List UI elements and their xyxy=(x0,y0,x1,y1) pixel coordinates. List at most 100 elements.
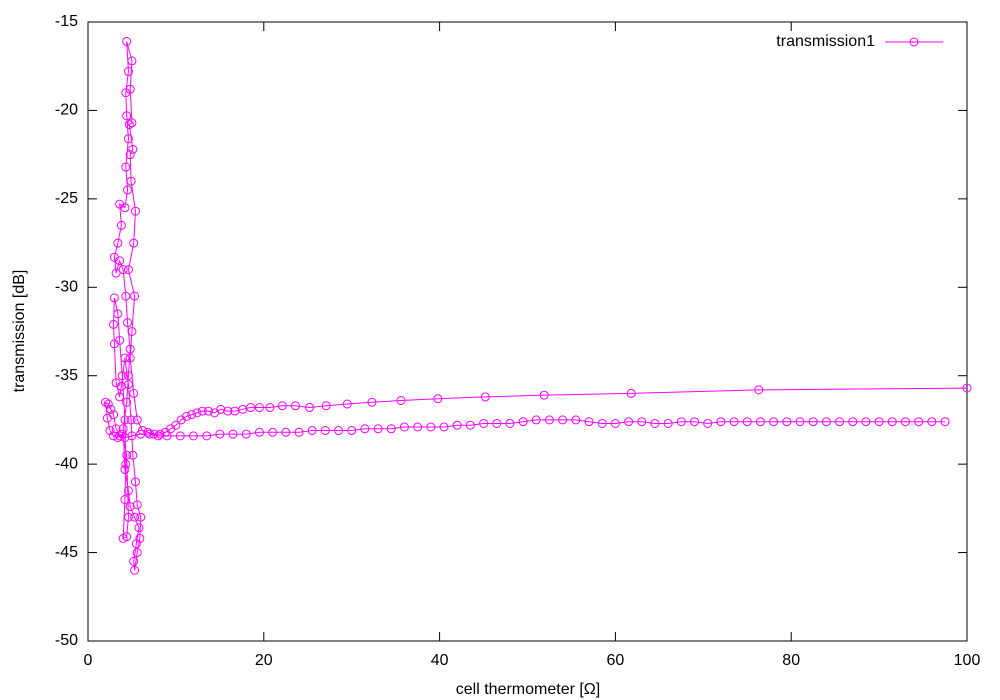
x-tick-label: 20 xyxy=(255,652,273,669)
data-point xyxy=(690,417,700,427)
data-point xyxy=(268,427,278,437)
x-tick-label: 40 xyxy=(431,652,449,669)
data-point xyxy=(676,417,686,427)
data-point xyxy=(130,291,140,301)
data-point xyxy=(125,502,135,512)
data-point xyxy=(188,431,198,441)
data-point xyxy=(176,415,186,425)
data-point xyxy=(663,418,673,428)
data-point xyxy=(129,388,139,398)
data-point xyxy=(125,150,135,160)
data-point xyxy=(465,420,475,430)
x-axis-label: cell thermometer [Ω] xyxy=(456,681,600,698)
data-point xyxy=(129,238,139,248)
data-point xyxy=(134,523,144,533)
data-point xyxy=(386,424,396,434)
data-point xyxy=(113,309,123,319)
data-point xyxy=(396,395,406,405)
data-point xyxy=(531,415,541,425)
data-point xyxy=(130,477,140,487)
data-point xyxy=(962,383,972,393)
data-point xyxy=(624,417,634,427)
data-point xyxy=(755,417,765,427)
data-point xyxy=(115,335,125,345)
data-point xyxy=(367,397,377,407)
data-point xyxy=(126,176,136,186)
y-tick-label: -45 xyxy=(55,544,78,561)
data-point xyxy=(413,422,423,432)
data-point xyxy=(610,418,620,428)
data-point xyxy=(127,118,137,128)
legend-label: transmission1 xyxy=(776,33,875,50)
legend-marker xyxy=(909,37,919,47)
data-point xyxy=(742,417,752,427)
data-point xyxy=(108,410,118,420)
data-point xyxy=(127,327,137,336)
data-point xyxy=(452,420,462,430)
data-point xyxy=(900,417,910,427)
data-point xyxy=(120,353,130,363)
x-tick-label: 0 xyxy=(84,652,93,669)
data-point xyxy=(480,392,490,402)
data-point xyxy=(111,378,121,388)
data-point xyxy=(115,392,125,402)
data-point xyxy=(122,450,132,460)
data-point xyxy=(342,399,352,409)
data-point xyxy=(115,199,125,209)
data-point xyxy=(307,426,317,436)
data-point xyxy=(113,238,123,248)
data-point xyxy=(111,424,121,434)
data-point xyxy=(123,185,133,195)
data-point xyxy=(145,429,155,439)
data-point xyxy=(122,397,132,407)
plot-frame xyxy=(87,21,968,642)
y-tick-label: -30 xyxy=(55,279,78,296)
data-point xyxy=(128,144,138,154)
data-point xyxy=(703,418,713,428)
data-point xyxy=(136,512,146,522)
data-point xyxy=(132,500,142,510)
data-point xyxy=(187,410,197,420)
data-point xyxy=(203,406,213,416)
data-point xyxy=(294,427,304,437)
data-point xyxy=(135,533,145,543)
data-point xyxy=(584,417,594,427)
data-point xyxy=(155,429,165,439)
data-point xyxy=(122,532,132,542)
x-tick-label: 80 xyxy=(782,652,800,669)
data-point xyxy=(132,415,142,425)
data-point xyxy=(123,318,133,328)
data-point xyxy=(197,406,207,416)
data-point xyxy=(914,417,924,427)
data-point xyxy=(153,431,163,441)
data-point xyxy=(123,512,133,522)
y-tick-label: -15 xyxy=(55,13,78,30)
data-point xyxy=(101,397,111,407)
data-point xyxy=(940,417,950,427)
data-point xyxy=(115,256,125,266)
y-tick-label: -40 xyxy=(55,455,78,472)
data-point xyxy=(111,268,121,278)
y-tick-label: -20 xyxy=(55,102,78,119)
x-tick-label: 60 xyxy=(607,652,625,669)
data-point xyxy=(821,417,831,427)
data-point xyxy=(105,426,115,436)
data-point xyxy=(230,406,240,416)
data-point xyxy=(305,403,315,413)
data-point xyxy=(433,394,443,404)
data-point xyxy=(117,371,127,381)
data-point xyxy=(127,56,137,66)
data-line xyxy=(104,41,968,571)
data-point xyxy=(136,429,146,439)
data-point xyxy=(122,111,132,121)
y-tick-label: -25 xyxy=(55,190,78,207)
data-point xyxy=(887,417,897,427)
data-point xyxy=(128,450,138,460)
y-tick-label: -50 xyxy=(55,632,78,649)
data-point xyxy=(127,431,137,441)
data-point xyxy=(637,417,647,427)
data-point xyxy=(347,426,357,436)
data-point xyxy=(927,417,937,427)
data-point xyxy=(121,162,131,172)
data-point xyxy=(334,426,344,436)
